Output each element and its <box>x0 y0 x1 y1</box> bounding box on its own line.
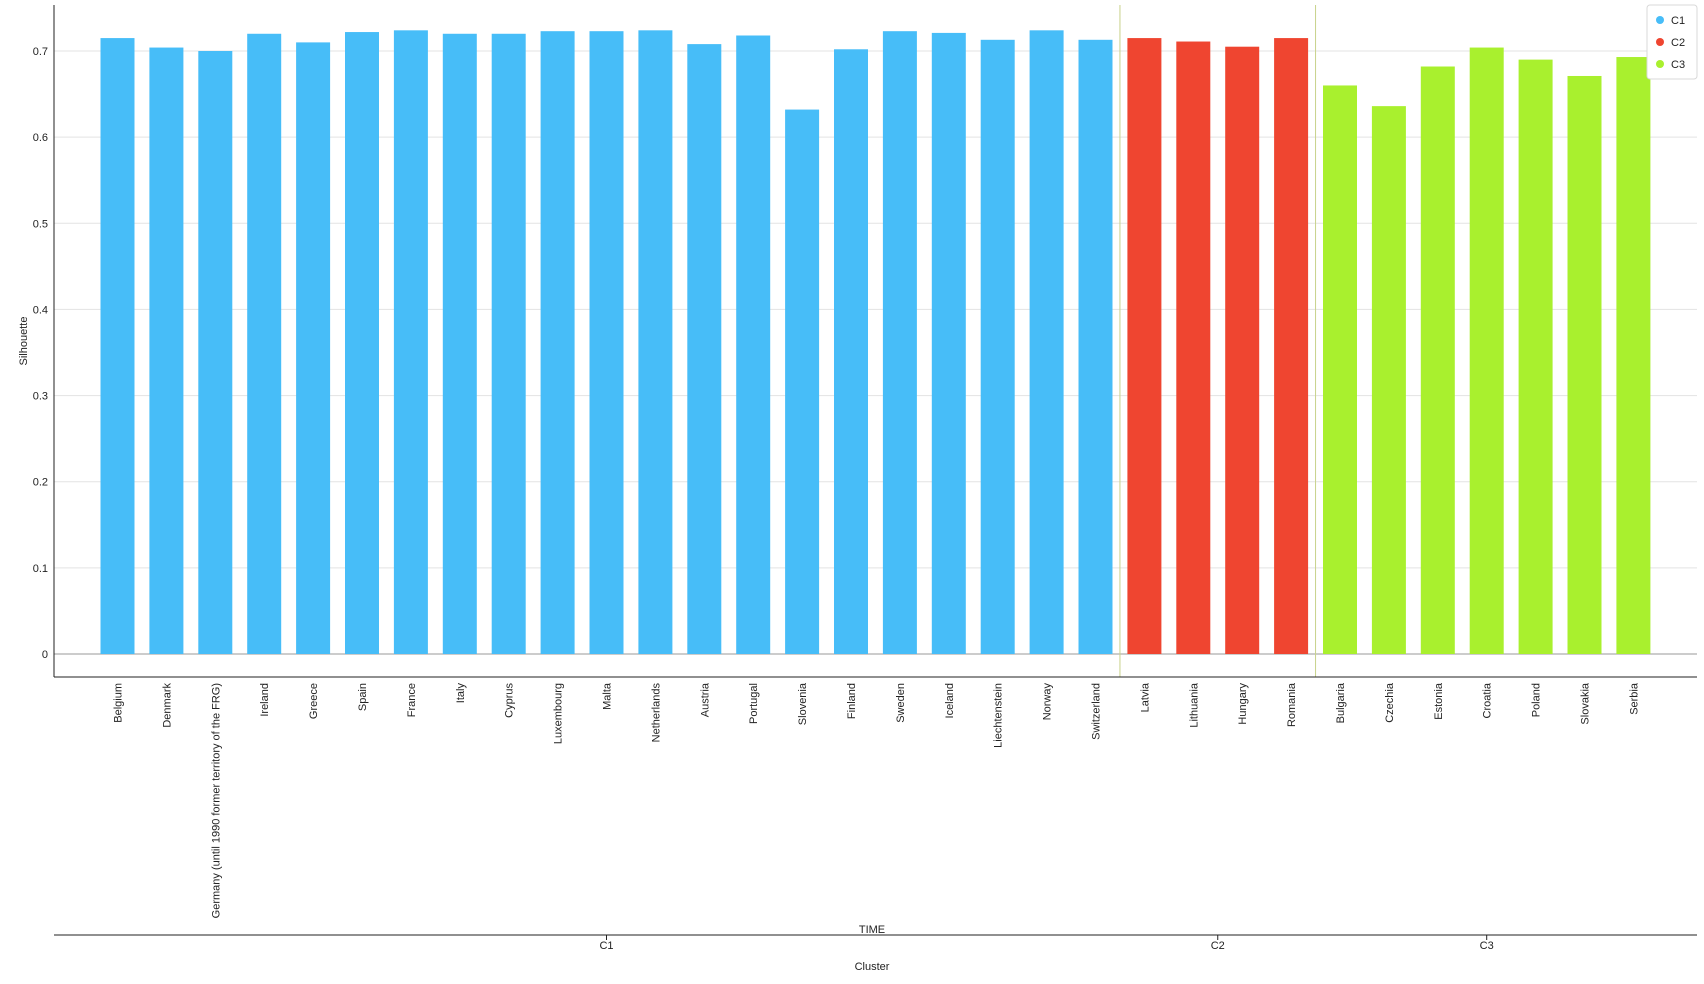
y-tick-label: 0.4 <box>33 304 48 316</box>
bar-c1[interactable] <box>785 109 820 654</box>
category-label: Norway <box>1042 683 1054 721</box>
category-label: Hungary <box>1237 683 1249 725</box>
bar-c3[interactable] <box>1616 57 1651 654</box>
cluster-label: C1 <box>599 940 613 952</box>
category-label: Slovakia <box>1580 682 1592 724</box>
category-label: Iceland <box>944 683 956 718</box>
category-label: Switzerland <box>1091 683 1103 740</box>
y-ticks-layer: 0 0.1 0.2 0.3 0.4 0.5 0.6 0.7 <box>33 46 48 661</box>
x-axis-cluster-title: Cluster <box>855 961 890 973</box>
y-tick-label: 0.3 <box>33 391 48 403</box>
category-label: Belgium <box>113 683 125 723</box>
y-tick-label: 0.6 <box>33 132 48 144</box>
bar-c1[interactable] <box>1078 39 1113 654</box>
category-label: Finland <box>846 683 858 719</box>
category-label: Romania <box>1286 682 1298 727</box>
category-labels-layer: Belgium Denmark Germany (until 1990 former… <box>113 682 1641 918</box>
bar-c1[interactable] <box>442 33 477 655</box>
category-label: Latvia <box>1139 682 1151 712</box>
category-label: Slovenia <box>797 682 809 725</box>
bar-c3[interactable] <box>1420 66 1455 654</box>
category-label: Lithuania <box>1188 682 1200 728</box>
bar-c1[interactable] <box>393 30 428 655</box>
category-label: Serbia <box>1628 682 1640 715</box>
legend-swatch <box>1656 16 1664 24</box>
legend[interactable]: C1 C2 C3 <box>1646 4 1698 80</box>
y-tick-label: 0.5 <box>33 218 48 230</box>
legend-label: C2 <box>1671 37 1685 49</box>
bar-c1[interactable] <box>198 51 233 654</box>
bar-c2[interactable] <box>1274 38 1309 655</box>
bar-c1[interactable] <box>931 32 966 655</box>
x-axis-group-title: TIME <box>859 924 885 936</box>
category-label: Croatia <box>1482 682 1494 718</box>
bar-c1[interactable] <box>345 32 379 654</box>
category-label: Poland <box>1531 683 1543 717</box>
bar-c1[interactable] <box>491 33 526 655</box>
y-tick-label: 0.7 <box>33 46 48 58</box>
category-label: Cyprus <box>504 683 516 718</box>
bar-c3[interactable] <box>1469 47 1504 655</box>
bar-c1[interactable] <box>1029 30 1064 655</box>
legend-swatch <box>1656 60 1664 68</box>
category-label: Luxembourg <box>553 683 565 744</box>
category-label: Malta <box>602 682 614 710</box>
legend-label: C3 <box>1671 59 1685 71</box>
category-label: Germany (until 1990 former territory of … <box>210 683 222 918</box>
bar-c1[interactable] <box>589 31 624 655</box>
bar-c3[interactable] <box>1323 85 1357 654</box>
category-label: Sweden <box>895 683 907 723</box>
category-label: Greece <box>308 683 320 719</box>
y-axis-title: Silhouette <box>18 317 30 366</box>
y-tick-label: 0 <box>42 649 48 661</box>
category-label: Italy <box>455 683 467 704</box>
category-label: France <box>406 683 418 717</box>
bar-c3[interactable] <box>1567 75 1602 654</box>
bar-c1[interactable] <box>980 39 1015 654</box>
bar-c1[interactable] <box>882 31 917 655</box>
category-label: Estonia <box>1433 682 1445 720</box>
cluster-label: C2 <box>1211 940 1225 952</box>
category-label: Denmark <box>161 683 173 728</box>
bar-c3[interactable] <box>1518 59 1553 655</box>
category-label: Netherlands <box>650 683 662 743</box>
axes-layer <box>53 5 1697 936</box>
bar-c1[interactable] <box>687 44 722 654</box>
bar-c2[interactable] <box>1127 38 1162 655</box>
bar-c1[interactable] <box>736 35 771 655</box>
category-label: Spain <box>357 683 369 711</box>
bar-c2[interactable] <box>1176 41 1211 654</box>
cluster-labels-layer: C1 C2 C3 <box>599 935 1494 952</box>
cluster-label: C3 <box>1480 940 1494 952</box>
bar-c1[interactable] <box>834 49 868 654</box>
y-tick-label: 0.1 <box>33 563 48 575</box>
bar-c1[interactable] <box>247 33 282 655</box>
bar-c1[interactable] <box>638 30 673 655</box>
legend-swatch <box>1656 38 1664 46</box>
bar-c1[interactable] <box>149 47 184 655</box>
category-label: Austria <box>699 682 711 717</box>
category-label: Portugal <box>748 683 760 724</box>
bar-c1[interactable] <box>100 38 135 655</box>
category-label: Ireland <box>259 683 271 717</box>
category-label: Czechia <box>1384 682 1396 723</box>
bar-c1[interactable] <box>540 31 575 655</box>
bar-c2[interactable] <box>1225 46 1260 654</box>
y-tick-label: 0.2 <box>33 477 48 489</box>
category-label: Bulgaria <box>1335 682 1347 723</box>
legend-label: C1 <box>1671 15 1685 27</box>
bars-layer <box>100 30 1651 655</box>
category-label: Liechtenstein <box>993 683 1005 748</box>
bar-c3[interactable] <box>1371 106 1406 655</box>
bar-c1[interactable] <box>296 42 331 654</box>
